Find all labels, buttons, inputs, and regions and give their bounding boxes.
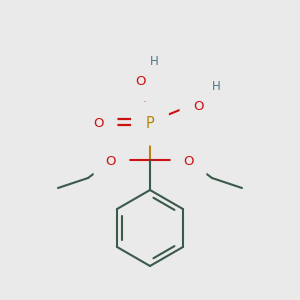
Text: O: O xyxy=(94,117,104,130)
Text: P: P xyxy=(146,116,154,131)
Text: O: O xyxy=(184,155,194,168)
Text: O: O xyxy=(193,100,203,113)
Text: O: O xyxy=(106,155,116,168)
Text: H: H xyxy=(212,80,221,93)
Text: H: H xyxy=(150,55,159,68)
Text: O: O xyxy=(135,75,145,88)
